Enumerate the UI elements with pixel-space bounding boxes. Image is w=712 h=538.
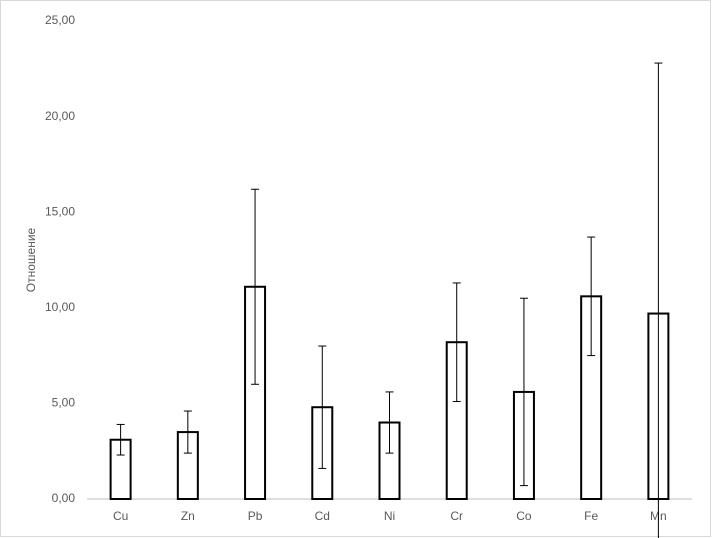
y-tick-label: 25,00 xyxy=(45,13,75,27)
error-bar xyxy=(251,188,260,385)
x-tick-label: Zn xyxy=(181,509,195,523)
error-bar xyxy=(587,236,596,357)
error-bar xyxy=(116,423,125,456)
x-tick-label: Cr xyxy=(450,509,463,523)
y-axis-label: Отношение xyxy=(24,227,38,292)
x-tick-label: Cu xyxy=(113,509,128,523)
y-tick-label: 0,00 xyxy=(52,491,76,505)
x-tick-label: Ni xyxy=(384,509,395,523)
x-tick-label: Cd xyxy=(315,509,330,523)
y-tick-label: 20,00 xyxy=(45,109,75,123)
error-bar xyxy=(385,391,394,454)
y-tick-label: 10,00 xyxy=(45,300,75,314)
error-bar xyxy=(183,410,192,454)
x-tick-label: Pb xyxy=(248,509,263,523)
error-bar xyxy=(519,297,528,487)
error-bar xyxy=(318,345,327,469)
error-bar xyxy=(452,282,461,402)
y-tick-label: 5,00 xyxy=(52,396,76,410)
x-tick-label: Fe xyxy=(584,509,598,523)
y-tick-label: 15,00 xyxy=(45,204,75,218)
x-tick-label: Co xyxy=(516,509,532,523)
error-bar xyxy=(654,62,663,538)
